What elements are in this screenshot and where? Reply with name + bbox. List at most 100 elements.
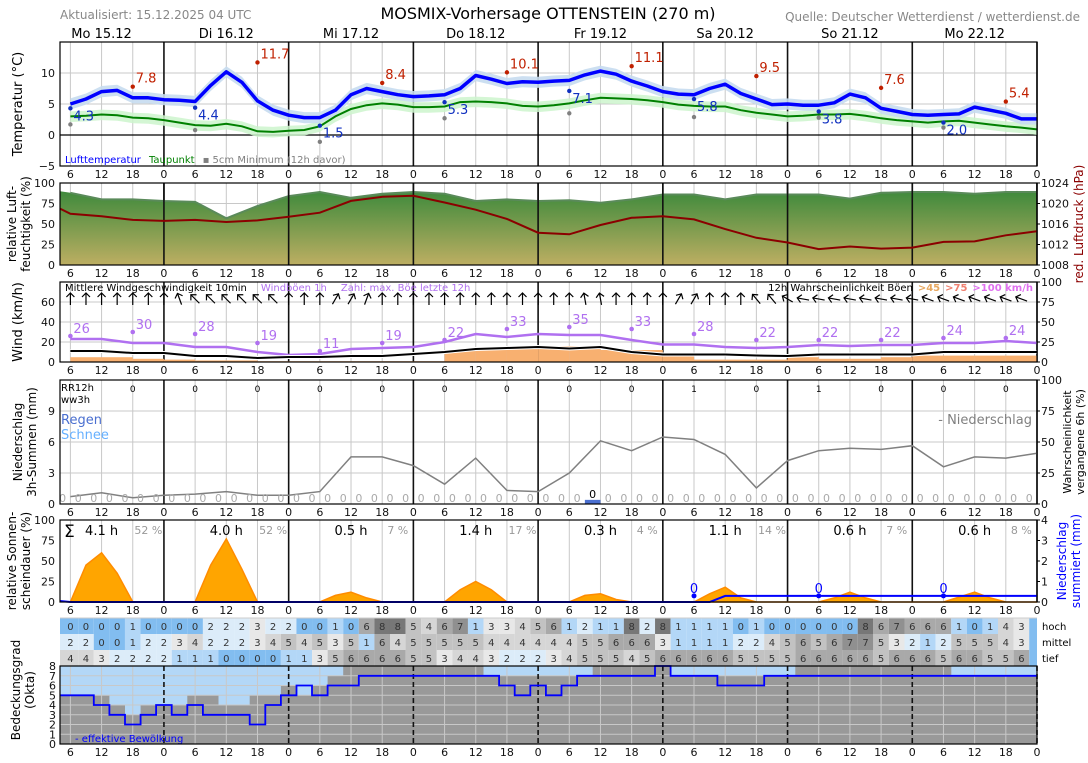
wind-direction-arrow-icon bbox=[690, 293, 700, 305]
hour-tick-label: 0 bbox=[410, 267, 417, 280]
cloud-table-cell bbox=[545, 650, 562, 666]
rain-amount-label: 0 bbox=[309, 492, 316, 505]
min-temp-point bbox=[442, 99, 447, 105]
cloud-table-cell bbox=[60, 618, 79, 634]
cloud-table-cell bbox=[405, 634, 422, 650]
humidity-axis-label-line: relative Luft- bbox=[5, 186, 19, 262]
legend-precip-probability: - Niederschlag bbox=[938, 413, 1032, 428]
cloud-table-cell bbox=[436, 618, 453, 634]
gust-max-point bbox=[192, 331, 198, 337]
cloud-table-value: 4 bbox=[488, 638, 494, 649]
hour-tick-label: 0 bbox=[659, 746, 666, 759]
cloud-table-cell bbox=[202, 634, 219, 650]
cloud-table-value: 3 bbox=[317, 654, 323, 665]
gust-max-label: 22 bbox=[884, 326, 901, 341]
max-temp-label: 5.4 bbox=[1009, 87, 1030, 102]
cloud-table-value: 2 bbox=[535, 654, 541, 665]
arrow-shaft bbox=[221, 294, 231, 304]
legend-effective-cloud: - effektive Bewölkung bbox=[75, 734, 183, 745]
cloud-table-cell bbox=[670, 650, 687, 666]
arrow-shaft bbox=[890, 297, 903, 301]
cloud-table-cell bbox=[561, 618, 578, 634]
cloud-table-value: 0 bbox=[317, 622, 323, 633]
cloud-table-value: 0 bbox=[114, 622, 120, 633]
hour-tick-label: 6 bbox=[192, 746, 199, 759]
hour-tick-label: 6 bbox=[940, 364, 947, 377]
cloud-table-cell bbox=[60, 650, 79, 666]
hour-tick-label: 0 bbox=[909, 364, 916, 377]
cloud-table-value: 6 bbox=[816, 654, 822, 665]
cloud-table-value: 4 bbox=[426, 622, 432, 633]
cloud-table-cell bbox=[452, 650, 468, 666]
cloud-table-value: 0 bbox=[270, 654, 276, 665]
hour-tick-label: 18 bbox=[874, 267, 888, 280]
wind-direction-arrow-icon bbox=[999, 294, 1012, 303]
arrow-head bbox=[827, 294, 834, 303]
cloud-table-value: 1 bbox=[176, 654, 182, 665]
cloud-table-cell bbox=[93, 650, 110, 666]
cloud-table-value: 6 bbox=[628, 638, 634, 649]
cloud-table-cell bbox=[888, 634, 905, 650]
arrow-head bbox=[843, 294, 849, 303]
gust-max-label: 19 bbox=[260, 329, 277, 344]
cloud-table-value: 1 bbox=[473, 622, 479, 633]
cloud-table-cell bbox=[389, 618, 406, 634]
rain-amount-label: 0 bbox=[153, 492, 160, 505]
cloud-table-value: 2 bbox=[83, 638, 89, 649]
cloud-table-value: 6 bbox=[971, 654, 977, 665]
hour-tick-label: 12 bbox=[469, 604, 483, 617]
cloud-table-value: 4 bbox=[83, 654, 89, 665]
cloud-table-cell bbox=[732, 618, 749, 634]
wind-direction-arrow-icon bbox=[781, 293, 794, 303]
cloud-table-value: 6 bbox=[613, 638, 619, 649]
hour-tick-label: 0 bbox=[410, 506, 417, 519]
temp-ytick-label: −5 bbox=[39, 160, 55, 173]
cloud-table-cell bbox=[436, 650, 453, 666]
ground-min-point bbox=[567, 111, 572, 116]
ground-min-point bbox=[442, 116, 447, 121]
cloud-table-value: 5 bbox=[535, 622, 541, 633]
cloud-table-value: 5 bbox=[426, 638, 432, 649]
hour-tick-label: 12 bbox=[95, 364, 109, 377]
hour-tick-label: 12 bbox=[219, 506, 233, 519]
rain-amount-label: 0 bbox=[589, 488, 596, 501]
cloud-table-value: 5 bbox=[816, 638, 822, 649]
hour-tick-label: 0 bbox=[285, 746, 292, 759]
cloud-table-cell bbox=[483, 634, 500, 650]
gust-max-label: 19 bbox=[385, 329, 402, 344]
arrow-shaft bbox=[190, 294, 200, 304]
rain-amount-label: 0 bbox=[1026, 492, 1033, 505]
hour-tick-label: 18 bbox=[999, 267, 1013, 280]
hour-tick-label: 6 bbox=[940, 267, 947, 280]
cloud-table-cell bbox=[265, 650, 281, 666]
sunshine-daily-hours: 1.4 h bbox=[459, 524, 492, 539]
cloud-table-cell bbox=[873, 650, 889, 666]
cloud-table-cell bbox=[577, 618, 593, 634]
cloud-table-cell bbox=[358, 618, 375, 634]
rr12h-value: 0 bbox=[754, 385, 760, 395]
cloud-table-cell bbox=[1029, 634, 1037, 650]
cloud-table-cell bbox=[1029, 650, 1037, 666]
temp-axis-label-line: Temperatur (°C) bbox=[11, 52, 26, 158]
min-temp-point bbox=[691, 96, 697, 102]
cloud-table-cell bbox=[810, 634, 827, 650]
hour-tick-label: 18 bbox=[999, 506, 1013, 519]
min-temp-point bbox=[941, 120, 946, 125]
cloud-table-cell bbox=[686, 618, 702, 634]
max-temp-label: 11.7 bbox=[260, 47, 289, 62]
gust-probability-bar bbox=[163, 359, 196, 362]
wind-direction-arrow-icon bbox=[658, 292, 668, 305]
cloud-table-value: 6 bbox=[363, 622, 369, 633]
hour-tick-label: 0 bbox=[285, 168, 292, 181]
cloud-table-value: 3 bbox=[551, 654, 557, 665]
arrow-shaft bbox=[953, 296, 965, 302]
cloud-table-cell bbox=[312, 634, 328, 650]
hour-tick-label: 6 bbox=[566, 267, 573, 280]
wind-direction-arrow-icon bbox=[65, 292, 75, 305]
cloud-table-cell bbox=[842, 650, 858, 666]
wind-direction-arrow-icon bbox=[983, 294, 997, 303]
cloud-table-cell bbox=[920, 618, 936, 634]
cloud-table-cell bbox=[374, 650, 390, 666]
min-temp-label: 1.5 bbox=[323, 127, 344, 142]
